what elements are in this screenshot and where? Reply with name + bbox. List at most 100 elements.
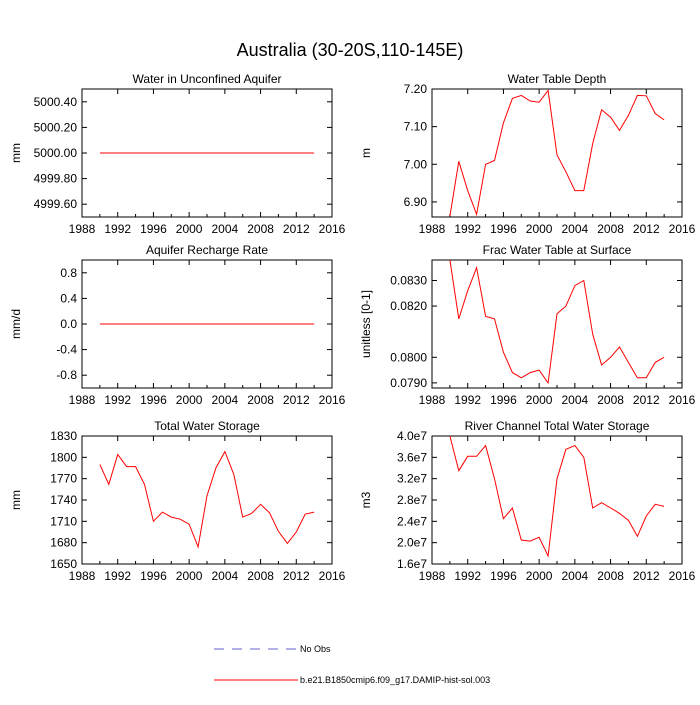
- y-tick-label: 5000.40: [34, 95, 78, 109]
- panel-4-title: Frac Water Table at Surface: [483, 243, 632, 257]
- x-tick-label: 2008: [597, 569, 624, 583]
- y-tick-label: 1770: [50, 472, 77, 486]
- y-tick-label: 0.4: [60, 291, 77, 305]
- y-tick-label: 7.00: [404, 157, 428, 171]
- y-tick-label: 1650: [50, 557, 77, 571]
- y-tick-label: 0.8: [60, 266, 77, 280]
- panel-5: Total Water Storage 1988 1992 1996 2000 2004 2…: [9, 419, 346, 583]
- figure-title: Australia (30-20S,110-145E): [237, 40, 464, 60]
- y-tick-label: 2.0e7: [397, 536, 427, 550]
- x-tick-label: 2004: [562, 393, 589, 407]
- x-tick-label: 1996: [140, 569, 167, 583]
- legend: No Obs b.e21.B1850cmip6.f09_g17.DAMIP-hi…: [214, 644, 490, 685]
- x-tick-label: 1992: [454, 569, 481, 583]
- x-tick-label: 2008: [597, 222, 624, 236]
- x-tick-label: 1988: [69, 393, 96, 407]
- y-axis-label: mm: [9, 143, 23, 163]
- x-tick-label: 1992: [454, 393, 481, 407]
- y-tick-label: 5000.00: [34, 146, 78, 160]
- series-line: [449, 435, 665, 558]
- x-tick-label: 2012: [633, 393, 660, 407]
- x-tick-label: 1996: [140, 222, 167, 236]
- x-tick-label: 1996: [140, 393, 167, 407]
- y-axis-label: mm: [9, 490, 23, 510]
- y-tick-label: 7.20: [404, 82, 428, 96]
- x-tick-label: 1992: [104, 569, 131, 583]
- y-tick-label: 1800: [50, 450, 77, 464]
- y-tick-label: 0.0830: [390, 273, 427, 287]
- y-tick-label: 4999.80: [34, 172, 78, 186]
- x-tick-label: 2012: [283, 393, 310, 407]
- x-tick-label: 1988: [419, 393, 446, 407]
- y-tick-label: 2.4e7: [397, 514, 427, 528]
- panels: Water in Unconfined Aquifer 1988 1992 1996 2…: [9, 72, 696, 583]
- y-tick-label: -0.4: [56, 343, 77, 357]
- x-tick-label: 2008: [247, 569, 274, 583]
- panel-5-title: Total Water Storage: [154, 419, 260, 433]
- x-tick-label: 1996: [490, 393, 517, 407]
- y-tick-label: 7.10: [404, 120, 428, 134]
- y-tick-label: 0.0790: [390, 376, 427, 390]
- y-tick-label: 5000.20: [34, 120, 78, 134]
- x-tick-label: 2016: [669, 222, 696, 236]
- x-tick-label: 1996: [490, 222, 517, 236]
- x-tick-label: 2012: [633, 569, 660, 583]
- panel-2-title: Water Table Depth: [508, 72, 607, 86]
- x-tick-label: 2000: [526, 393, 553, 407]
- y-axis-label: unitless [0-1]: [359, 290, 373, 358]
- x-tick-label: 2016: [319, 393, 346, 407]
- x-tick-label: 2008: [597, 393, 624, 407]
- x-tick-label: 2004: [562, 222, 589, 236]
- x-tick-label: 2000: [176, 393, 203, 407]
- x-tick-label: 2012: [283, 569, 310, 583]
- y-tick-label: 3.6e7: [397, 450, 427, 464]
- x-tick-label: 2000: [526, 569, 553, 583]
- panel-2: Water Table Depth 1988 1992 1996 2000 2004 200…: [359, 72, 696, 236]
- y-tick-label: 1680: [50, 536, 77, 550]
- x-tick-label: 2004: [212, 393, 239, 407]
- y-tick-label: 4999.60: [34, 197, 78, 211]
- y-tick-label: 6.90: [404, 195, 428, 209]
- y-axis-label: mm/d: [9, 309, 23, 339]
- x-tick-label: 2004: [562, 569, 589, 583]
- x-tick-label: 2016: [669, 393, 696, 407]
- y-tick-label: 1710: [50, 514, 77, 528]
- panel-3-title: Aquifer Recharge Rate: [146, 243, 268, 257]
- panel-6-title: River Channel Total Water Storage: [465, 419, 650, 433]
- y-tick-label: 2.8e7: [397, 493, 427, 507]
- panel-1-title: Water in Unconfined Aquifer: [133, 72, 282, 86]
- x-tick-label: 2016: [669, 569, 696, 583]
- x-tick-label: 1992: [104, 393, 131, 407]
- x-tick-label: 1996: [490, 569, 517, 583]
- series-line: [449, 259, 665, 385]
- y-tick-label: 1.6e7: [397, 557, 427, 571]
- x-tick-label: 2004: [212, 569, 239, 583]
- x-tick-label: 2012: [283, 222, 310, 236]
- x-tick-label: 2000: [526, 222, 553, 236]
- x-tick-label: 1988: [419, 569, 446, 583]
- series-line: [449, 89, 665, 217]
- x-tick-label: 2008: [247, 393, 274, 407]
- y-tick-label: 1830: [50, 429, 77, 443]
- y-tick-label: 0.0: [60, 317, 77, 331]
- panel-3: Aquifer Recharge Rate 1988 1992 1996 2000 200…: [9, 243, 346, 407]
- y-tick-label: 0.0820: [390, 299, 427, 313]
- x-tick-label: 1988: [69, 222, 96, 236]
- x-tick-label: 1988: [69, 569, 96, 583]
- x-tick-label: 2016: [319, 569, 346, 583]
- x-tick-label: 2016: [319, 222, 346, 236]
- legend-model-label: b.e21.B1850cmip6.f09_g17.DAMIP-hist-sol.…: [300, 675, 490, 685]
- y-tick-label: 1740: [50, 493, 77, 507]
- y-tick-label: 4.0e7: [397, 429, 427, 443]
- x-tick-label: 2008: [247, 222, 274, 236]
- series-line: [99, 450, 315, 549]
- x-tick-label: 1992: [454, 222, 481, 236]
- x-tick-label: 2000: [176, 569, 203, 583]
- panel-1: Water in Unconfined Aquifer 1988 1992 1996 2…: [9, 72, 346, 236]
- x-tick-label: 2004: [212, 222, 239, 236]
- y-tick-label: -0.8: [56, 368, 77, 382]
- y-axis-label: m3: [359, 491, 373, 508]
- x-tick-label: 2012: [633, 222, 660, 236]
